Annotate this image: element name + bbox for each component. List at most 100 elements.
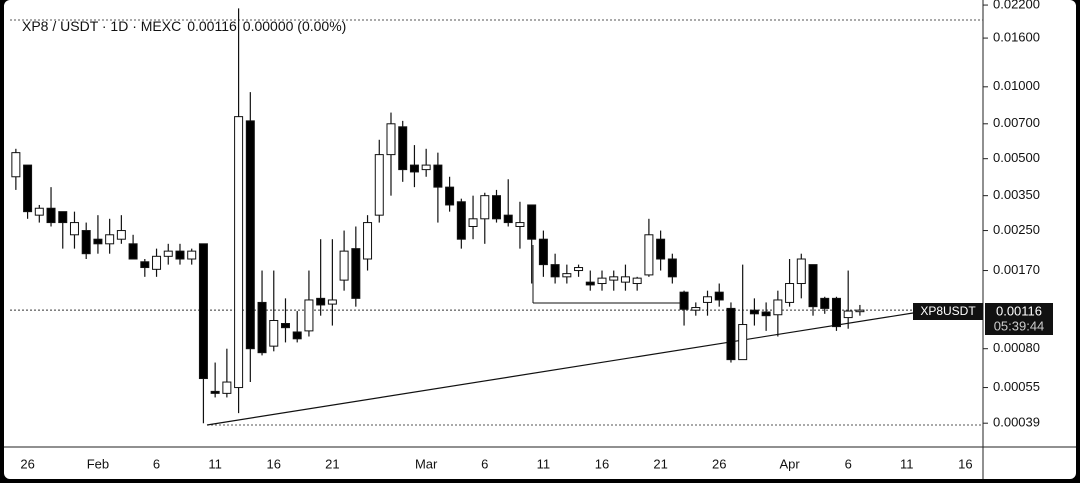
candle-body — [515, 222, 525, 227]
candle-body — [527, 204, 537, 240]
x-tick-label: 21 — [325, 456, 339, 471]
candle-body — [46, 207, 56, 224]
price-tag-value: 0.00116 — [996, 303, 1042, 318]
trend-line — [206, 312, 914, 426]
candle-body — [175, 250, 185, 260]
candle-body — [679, 291, 689, 310]
candle-body — [831, 297, 841, 328]
candle-body — [81, 230, 91, 255]
last-price: 0.00116 — [187, 18, 237, 34]
x-tick-label: Mar — [415, 456, 438, 471]
candle-body — [644, 234, 654, 276]
candle-body — [105, 234, 115, 245]
candle-body — [398, 126, 408, 171]
candle-body — [128, 243, 138, 260]
x-tick-label: 26 — [20, 456, 34, 471]
candle-body — [726, 307, 736, 361]
candle-body — [222, 381, 232, 394]
candle-body — [163, 250, 173, 257]
candle-body — [585, 281, 595, 286]
candle-body — [245, 120, 255, 350]
y-tick-label: 0.01000 — [993, 78, 1040, 93]
y-tick-label: 0.00170 — [993, 262, 1040, 277]
x-tick-label: 6 — [845, 456, 852, 471]
x-tick-label: 6 — [481, 456, 488, 471]
candle-body — [445, 186, 455, 206]
candle-body — [292, 331, 302, 340]
price-tag — [985, 303, 1053, 335]
x-tick-label: 11 — [900, 456, 914, 471]
x-tick-label: 16 — [958, 456, 972, 471]
candle-body — [316, 297, 326, 306]
candle-body — [351, 248, 361, 299]
candle-body — [574, 267, 584, 272]
candle-body — [456, 201, 466, 240]
candle-body — [269, 320, 279, 347]
candle-body — [257, 301, 267, 354]
candle-body — [198, 243, 208, 380]
y-tick-label: 0.01600 — [993, 30, 1040, 45]
candle-body — [11, 152, 21, 178]
candle-body — [374, 154, 384, 216]
y-tick-label: 0.00700 — [993, 115, 1040, 130]
candle-body — [667, 258, 677, 278]
countdown: 05:39:44 — [994, 318, 1045, 333]
candle-body — [480, 195, 490, 220]
candle-body — [796, 258, 806, 285]
candle-body — [749, 309, 759, 315]
candle-body — [69, 222, 79, 236]
candle-body — [58, 211, 68, 224]
candle-body — [738, 324, 748, 361]
candle-body — [703, 296, 713, 303]
candle-body — [656, 238, 666, 260]
candle-body — [421, 164, 431, 171]
candle-body — [304, 299, 314, 332]
candle-body — [632, 277, 642, 285]
plot: 0.02200 0.01600 0.01000 0.00700 0.00500 0.003… — [10, 0, 1040, 471]
y-tick-label: 0.02200 — [993, 0, 1040, 11]
x-tick-label: 16 — [595, 456, 609, 471]
symbol-tag-text: XP8USDT — [920, 304, 976, 318]
candle-body — [785, 283, 795, 303]
candle-body — [562, 273, 572, 278]
change: 0.00000 (0.00%) — [243, 18, 347, 34]
candle-body — [468, 218, 478, 227]
candle-body — [339, 250, 349, 281]
candle-body — [210, 390, 220, 394]
candle-body — [808, 264, 818, 308]
candle-body — [492, 195, 501, 220]
candle-body — [538, 238, 548, 266]
candle-body — [409, 164, 419, 173]
x-tick-label: 11 — [208, 456, 222, 471]
candle-body — [363, 222, 373, 260]
x-tick-label: 21 — [653, 456, 667, 471]
x-tick-label: 26 — [712, 456, 726, 471]
candle-body — [187, 250, 197, 260]
chart-title: XP8 / USDT · 1D · MEXC 0.00116 0.00000 (0.… — [22, 18, 346, 34]
candle-body — [93, 238, 103, 245]
candle-body — [620, 276, 630, 283]
y-tick-label: 0.00039 — [993, 415, 1040, 430]
candle-body — [855, 309, 865, 313]
candle-body — [116, 230, 126, 240]
candle-body — [23, 164, 33, 213]
symbol: XP8 / USDT · 1D · MEXC — [22, 18, 181, 34]
candle-body — [714, 291, 724, 301]
symbol-tag — [913, 303, 983, 320]
candle-body — [234, 116, 244, 389]
x-tick-label: Apr — [779, 456, 800, 471]
x-tick-label: 11 — [537, 456, 551, 471]
candle-body — [433, 164, 443, 188]
x-tick-label: 6 — [153, 456, 160, 471]
candle-body — [691, 307, 701, 311]
candle-body — [843, 310, 853, 319]
candle-body — [597, 277, 607, 285]
candle-body — [773, 299, 783, 316]
y-tick-label: 0.00250 — [993, 222, 1040, 237]
x-tick-label: Feb — [87, 456, 109, 471]
y-tick-label: 0.00500 — [993, 150, 1040, 165]
y-tick-label: 0.00350 — [993, 187, 1040, 202]
candle-body — [761, 311, 771, 317]
